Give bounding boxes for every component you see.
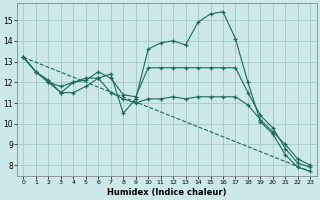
- X-axis label: Humidex (Indice chaleur): Humidex (Indice chaleur): [107, 188, 227, 197]
